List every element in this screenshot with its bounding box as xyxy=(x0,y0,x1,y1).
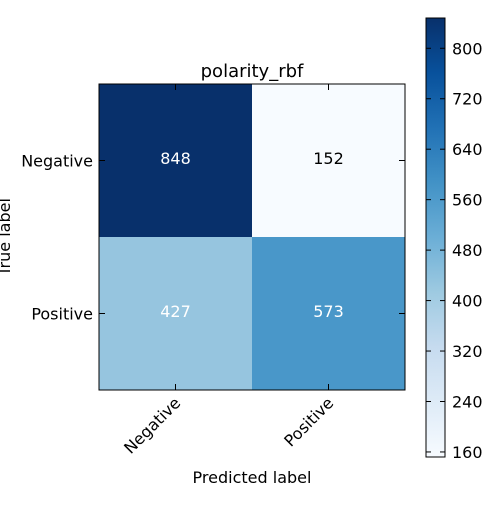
x-tick-label: Positive xyxy=(280,393,337,450)
colorbar-ticks: 160 240 320 400 480 560 640 720 800 xyxy=(426,39,483,462)
x-axis-label: Predicted label xyxy=(193,468,312,487)
y-axis-label: True label xyxy=(0,198,14,277)
colorbar-tick-label: 160 xyxy=(452,443,483,462)
colorbar xyxy=(425,17,446,458)
colorbar-tick-label: 640 xyxy=(452,140,483,159)
heatmap-cell xyxy=(99,84,252,237)
cell-value-label: 573 xyxy=(313,302,344,321)
heatmap-cell xyxy=(252,237,405,390)
heatmap-cell xyxy=(99,237,252,390)
cell-value-label: 427 xyxy=(160,302,191,321)
colorbar-tick-label: 720 xyxy=(452,90,483,109)
colorbar-tick-label: 320 xyxy=(452,342,483,361)
cell-value-label: 848 xyxy=(160,149,191,168)
y-tick-label: Negative xyxy=(21,152,93,171)
heatmap-cells: 848 152 427 573 xyxy=(99,84,405,390)
colorbar-tick-label: 800 xyxy=(452,39,483,58)
colorbar-tick-label: 240 xyxy=(452,392,483,411)
colorbar-tick-label: 560 xyxy=(452,191,483,210)
colorbar-tick-label: 400 xyxy=(452,292,483,311)
cell-value-label: 152 xyxy=(313,149,344,168)
y-tick-label: Positive xyxy=(31,305,93,324)
x-tick-label: Negative xyxy=(120,393,184,457)
chart-title: polarity_rbf xyxy=(201,61,304,82)
plot-frame xyxy=(98,83,406,391)
colorbar-tick-label: 480 xyxy=(452,241,483,260)
heatmap-cell xyxy=(252,84,405,237)
